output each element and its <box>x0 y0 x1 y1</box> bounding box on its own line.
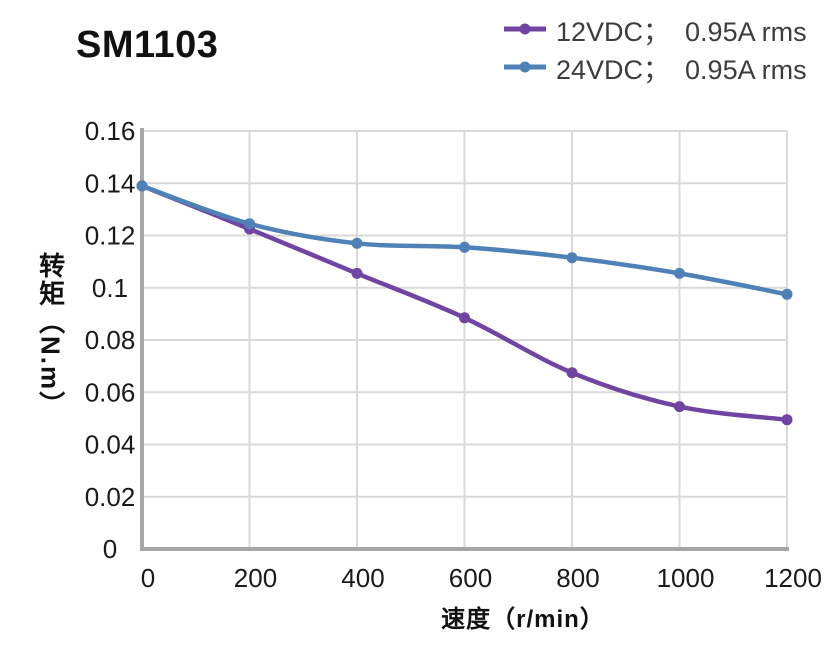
y-tick-label: 0.16 <box>85 116 136 146</box>
x-tick-label: 600 <box>449 563 492 593</box>
x-tick-label: 0 <box>141 563 155 593</box>
x-tick-label: 800 <box>556 563 599 593</box>
y-tick-label: 0.06 <box>85 377 136 407</box>
legend-line-marker-icon <box>504 23 546 35</box>
data-point-marker <box>244 218 255 230</box>
y-tick-label: 0.14 <box>85 168 136 198</box>
y-tick-label: 0 <box>103 534 117 564</box>
x-tick-label: 400 <box>341 563 384 593</box>
x-tick-label: 200 <box>234 563 277 593</box>
legend-label-24vdc: 24VDC； 0.95A rms <box>556 54 807 85</box>
data-point-marker <box>781 288 793 300</box>
data-point-marker <box>566 252 578 264</box>
legend-item-24vdc: 24VDC； 0.95A rms <box>503 48 807 86</box>
y-tick-label: 0.1 <box>92 273 128 303</box>
x-tick-label: 1000 <box>657 563 715 593</box>
legend-label-12vdc: 12VDC； 0.95A rms <box>556 16 807 47</box>
y-tick-label: 0.02 <box>85 482 136 512</box>
y-tick-label: 0.08 <box>85 325 136 355</box>
data-point-marker <box>351 237 363 249</box>
data-point-marker <box>566 367 578 379</box>
data-point-marker <box>781 414 793 426</box>
y-tick-label: 0.04 <box>85 430 136 460</box>
data-point-marker <box>351 267 363 279</box>
legend-line-marker-icon <box>504 61 546 73</box>
chart-title: SM1103 <box>76 24 219 66</box>
x-tick-label: 1200 <box>764 563 822 593</box>
legend-item-12vdc: 12VDC； 0.95A rms <box>503 10 807 48</box>
y-tick-label: 0.12 <box>85 221 136 251</box>
data-point-marker <box>459 241 470 253</box>
data-point-marker <box>674 267 685 279</box>
x-axis-title: 速度（r/min） <box>441 606 605 633</box>
y-axis-title: 转矩（N.m） <box>35 252 66 420</box>
data-point-marker <box>674 401 685 413</box>
legend: 12VDC； 0.95A rms 24VDC； 0.95A rms <box>503 10 807 86</box>
data-point-marker <box>459 312 470 324</box>
data-point-marker <box>136 180 148 192</box>
